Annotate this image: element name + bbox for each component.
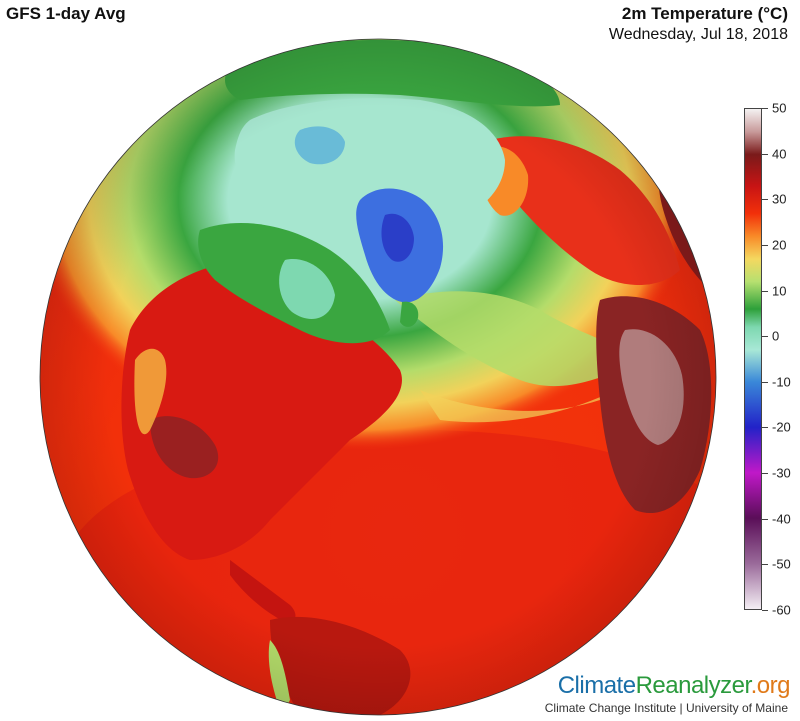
colorbar-tick-mark [762,564,768,566]
colorbar-tick-label: -60 [772,602,791,618]
colorbar-tick-label: -30 [772,465,791,481]
colorbar-tick-mark [762,473,768,475]
colorbar-tick-mark [762,427,768,429]
variable-title: 2m Temperature (°C) [621,4,788,23]
header-right: 2m Temperature (°C) Wednesday, Jul 18, 2… [609,4,788,44]
colorbar-tick-label: -50 [772,556,791,572]
colorbar-tick-labels: 50 40 30 20 10 0 -10 -20 -30 -40 -50 -60 [772,101,800,618]
credit-line: Climate Change Institute | University of… [544,701,788,715]
climate-reanalyzer-logo[interactable]: ClimateReanalyzer.org [557,672,791,700]
colorbar-tick-label: 10 [772,283,787,299]
colorbar-tick-label: 50 [772,100,787,116]
colorbar-tick-label: 20 [772,237,787,253]
colorbar-tick-mark [762,153,768,155]
colorbar-tick-mark [762,336,768,338]
colorbar-tick-label: -40 [772,511,791,527]
model-title: GFS 1-day Avg [6,4,126,23]
colorbar-tick-label: -20 [772,419,791,435]
logo-part-org: .org [750,672,791,699]
colorbar-tick-label: 40 [772,146,787,162]
colorbar-tick-mark [762,518,768,520]
colorbar-tick-label: 30 [772,191,787,207]
date-label: Wednesday, Jul 18, 2018 [608,26,788,43]
temperature-colorbar [744,108,762,610]
logo-part-climate: Climate [557,672,636,699]
colorbar-tick-mark [762,290,768,292]
logo-part-reanalyzer: Reanalyzer [635,672,752,699]
colorbar-tick-label: 0 [772,328,780,344]
colorbar-tick-mark [762,381,768,383]
globe-outline [39,38,717,716]
colorbar-tick-label: -10 [772,374,791,390]
colorbar-tick-mark [762,108,768,109]
colorbar-tick-mark [762,199,768,201]
colorbar-tick-mark [762,610,768,611]
colorbar-tick-mark [762,244,768,246]
